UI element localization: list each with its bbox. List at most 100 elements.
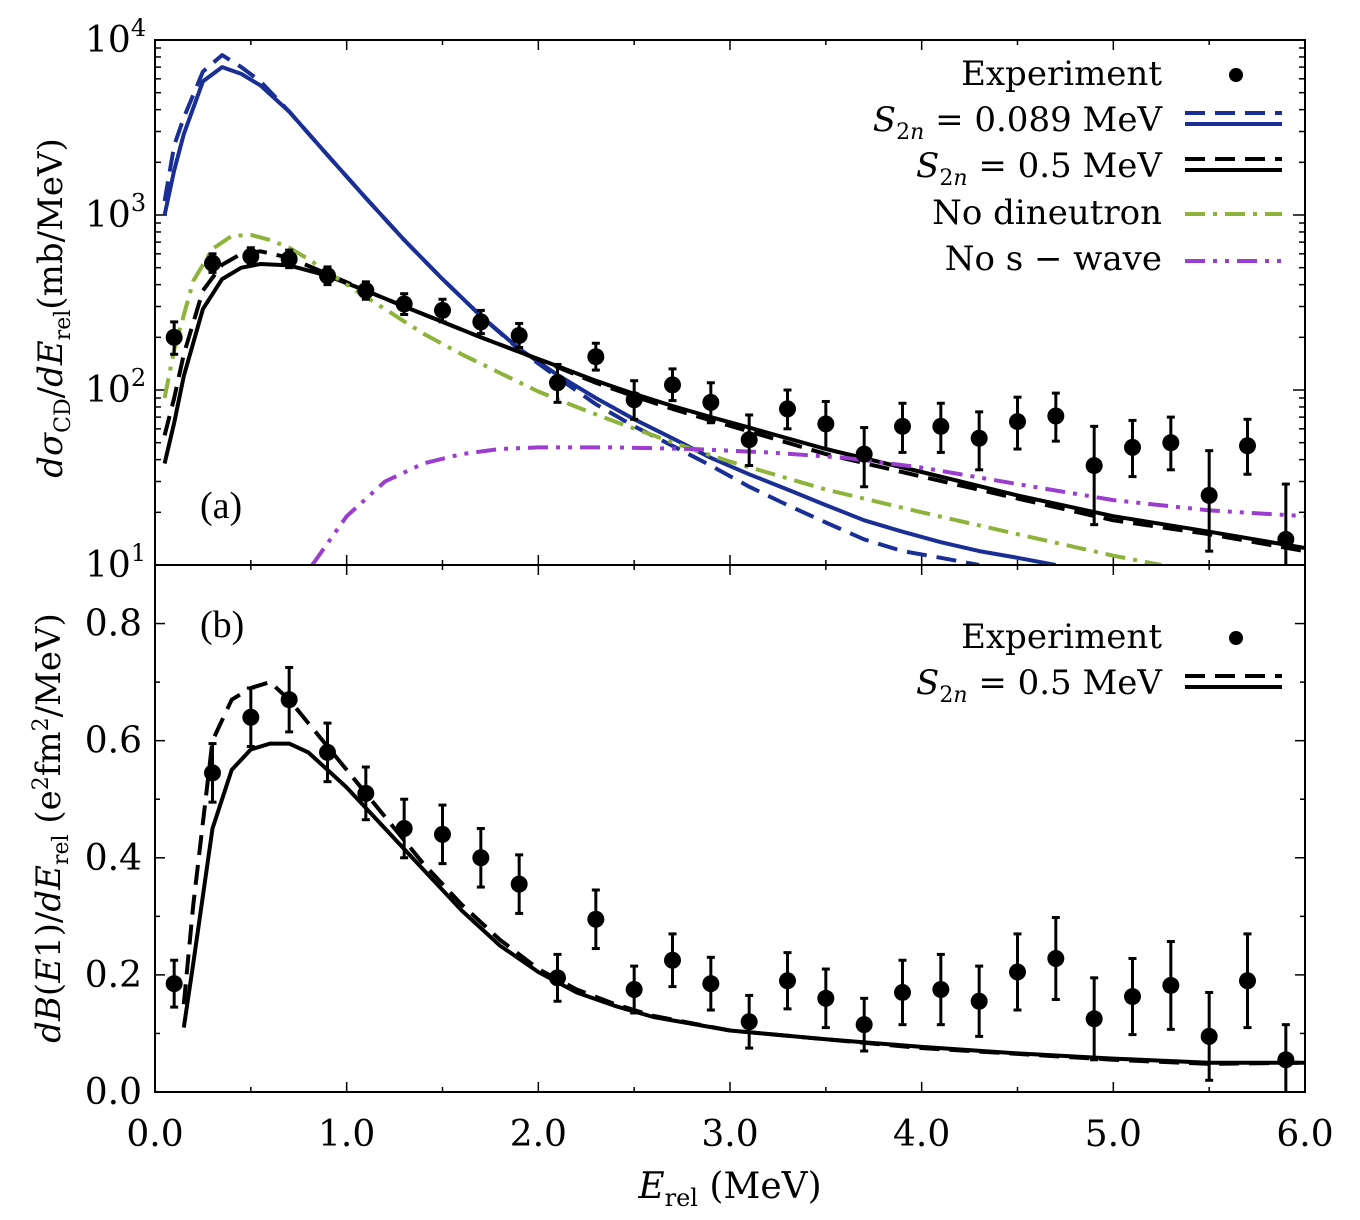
panel-a-data-point — [1200, 486, 1218, 504]
panel-b-data-point — [1277, 1051, 1295, 1069]
panel-b-data-point — [510, 875, 528, 893]
panel-a-data-point — [549, 374, 566, 392]
panel-b-data-point — [1200, 1027, 1218, 1045]
x-tick-label: 3.0 — [701, 1114, 758, 1155]
panel-a-series-4 — [162, 232, 1162, 565]
panel-a-data-point — [587, 348, 605, 366]
panel-b-ytick-label: 0.0 — [85, 1072, 142, 1113]
panel-a-data-point — [395, 295, 413, 313]
panel-a-legend: Experiment S2n = 0.089 MeV S2n = 0.5 MeV… — [873, 54, 1282, 279]
legend-b-experiment-label: Experiment — [961, 617, 1162, 657]
panel-a-data-point — [740, 431, 758, 449]
panel-b-data-point — [855, 1016, 873, 1034]
panel-a-ylabel: dσCD/dErel(mb/MeV) — [31, 138, 76, 478]
ytick-exponent: 1 — [131, 539, 146, 567]
panel-a-ytick-label: 102 — [85, 364, 146, 411]
panel-b-data-point — [894, 983, 911, 1001]
legend-s2n-05-label: S2n = 0.5 MeV — [916, 146, 1163, 191]
panel-a-data-point — [932, 417, 950, 435]
panel-a-series-0 — [162, 53, 980, 565]
panel-b-data-point — [395, 820, 413, 837]
panel-a-data-point — [894, 417, 911, 435]
panel-a-data-point — [510, 326, 528, 344]
panel-b-data-point — [1124, 988, 1141, 1006]
panel-a-data-point — [817, 415, 835, 433]
legend-b-s2n-05-label: S2n = 0.5 MeV — [916, 663, 1163, 708]
legend-b-experiment-marker — [1229, 631, 1243, 645]
panel-a-data-point — [472, 313, 490, 331]
legend-no-dineutron-label: No dineutron — [932, 193, 1162, 233]
panel-b-data-point — [779, 972, 796, 990]
panel-b-data-point — [970, 992, 988, 1010]
panel-a-data-point — [855, 445, 873, 463]
ytick-exponent: 4 — [131, 14, 146, 42]
panel-b-ylabel: dB(E1)/dErel (e2fm2/MeV) — [29, 613, 74, 1043]
panel-b-data-point — [932, 981, 950, 999]
panel-b-data-point — [1085, 1010, 1103, 1028]
panel-b-ytick-label: 0.4 — [85, 838, 142, 879]
panel-a-data-point — [1047, 407, 1065, 425]
x-axis-label: Erel (MeV) — [637, 1166, 821, 1212]
panel-b-data-point — [549, 969, 566, 987]
panel-b-frame — [154, 564, 1306, 1093]
panel-b-label: (b) — [200, 604, 244, 646]
panel-a-data-point — [1239, 437, 1256, 455]
ytick-base: 10 — [85, 195, 131, 236]
panel-b-series-0 — [181, 680, 1305, 1066]
panel-b-data-point — [740, 1013, 758, 1031]
panel-a-data-point — [434, 301, 451, 319]
panel-b-data-point — [472, 849, 490, 867]
ytick-exponent: 3 — [131, 189, 146, 217]
panel-b-data-point — [319, 743, 336, 761]
panel-a-data-point — [702, 393, 720, 411]
x-tick-label: 5.0 — [1085, 1114, 1142, 1155]
panel-b-series-1 — [181, 741, 1305, 1065]
x-tick-label: 6.0 — [1276, 1114, 1333, 1155]
ytick-base: 10 — [85, 20, 131, 61]
panel-a-data-point — [664, 376, 681, 394]
panel-b-data-point — [1009, 963, 1026, 981]
panel-b-ytick-label: 0.2 — [85, 955, 142, 996]
panel-b: 0.0 0.2 0.4 0.6 0.8 0.0 1.0 2.0 3.0 4.0 5.0 6.0 (b… — [29, 565, 1334, 1212]
panel-a-data-point — [165, 328, 183, 346]
x-tick-label: 0.0 — [126, 1114, 183, 1155]
panel-b-ytick-labels: 0.0 0.2 0.4 0.6 0.8 — [85, 604, 142, 1113]
panel-a-data-point — [1009, 413, 1026, 431]
panel-a-series-1 — [162, 65, 1057, 565]
panel-b-curves — [181, 680, 1305, 1066]
panel-b-data-point — [1239, 972, 1256, 990]
panel-a-data-point — [625, 391, 643, 409]
legend-experiment-marker — [1229, 68, 1243, 82]
panel-b-legend: Experiment S2n = 0.5 MeV — [916, 617, 1282, 708]
panel-a-curves — [162, 53, 1305, 565]
panel-a-data-point — [204, 254, 221, 272]
panel-a-data-point — [1162, 434, 1180, 452]
panel-b-points — [165, 665, 1295, 1092]
panel-a-label: (a) — [200, 485, 242, 527]
panel-a-series-3 — [162, 262, 1305, 550]
panel-b-data-point — [280, 691, 298, 709]
panel-a-points — [165, 246, 1295, 565]
panel-b-data-point — [587, 910, 605, 928]
panel-a-series-5 — [310, 445, 1305, 565]
panel-b-data-point — [702, 975, 720, 993]
x-tick-label: 1.0 — [318, 1114, 375, 1155]
panel-a-data-point — [280, 250, 298, 268]
panel-a-data-point — [1124, 438, 1141, 456]
panel-b-ytick-label: 0.6 — [85, 721, 142, 762]
panel-a-data-point — [779, 400, 796, 418]
panel-b-data-point — [1162, 976, 1180, 994]
panel-a-data-point — [1277, 530, 1295, 548]
panel-a-ytick-label: 104 — [85, 14, 146, 61]
panel-a-series-2 — [162, 249, 1305, 554]
panel-b-data-point — [204, 764, 221, 782]
panel-b-data-point — [434, 825, 451, 843]
panel-b-ytick-label: 0.8 — [85, 604, 142, 645]
panel-a-data-point — [357, 282, 375, 300]
panel-a-data-point — [970, 429, 988, 447]
ytick-base: 10 — [85, 370, 131, 411]
ytick-exponent: 2 — [131, 364, 146, 392]
